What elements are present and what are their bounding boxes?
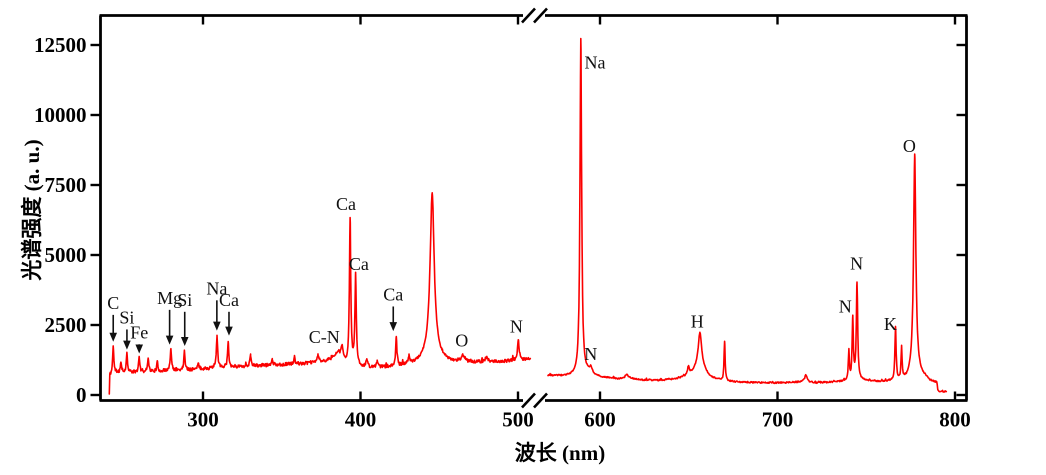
y-tick-label-5000: 5000 xyxy=(45,243,87,267)
y-tick-label-12500: 12500 xyxy=(34,33,87,57)
peak-label-Si-4: Si xyxy=(177,290,192,310)
x-tick-label-300: 300 xyxy=(187,408,219,432)
spectrum-line-left xyxy=(108,192,532,395)
peak-label-Ca-9: Ca xyxy=(349,254,369,274)
y-tick-label-0: 0 xyxy=(76,383,87,407)
axis-break-marks xyxy=(521,7,548,409)
peak-label-O-11: O xyxy=(455,331,468,351)
peak-label-N-17: N xyxy=(850,254,863,274)
axis-ticks xyxy=(90,16,966,400)
axis-box xyxy=(99,14,968,402)
x-tick-label-600: 600 xyxy=(584,408,616,432)
peak-label-C-0: C xyxy=(107,293,119,313)
peak-arrowhead-Ca-10 xyxy=(389,322,398,332)
peak-label-Ca-8: Ca xyxy=(336,194,356,214)
y-tick-label-10000: 10000 xyxy=(34,103,87,127)
y-tick-label-7500: 7500 xyxy=(45,173,87,197)
peak-label-O-19: O xyxy=(903,136,916,156)
peak-arrowhead-Fe-2 xyxy=(135,344,144,354)
tick-labels: 300 400 500 600 700 800 0 2500 5000 7500 10000 1250… xyxy=(34,33,971,432)
x-tick-label-400: 400 xyxy=(345,408,377,432)
peak-arrowhead-Na-5 xyxy=(213,321,221,331)
spectrum-line-right xyxy=(547,37,948,393)
peak-arrowhead-Si-4 xyxy=(180,337,189,346)
peak-arrowhead-C-0 xyxy=(109,332,118,342)
peak-label-N-14: N xyxy=(584,344,597,364)
x-tick-label-700: 700 xyxy=(762,408,794,432)
peak-label-Si-1: Si xyxy=(119,307,134,327)
peak-label-N-16: N xyxy=(839,297,852,317)
peak-label-N-12: N xyxy=(510,317,523,337)
peak-label-C-N-7: C-N xyxy=(309,327,340,347)
y-axis-title: 光谱强度 (a. u.) xyxy=(20,139,44,281)
x-tick-label-800: 800 xyxy=(939,408,971,432)
peak-label-Fe-2: Fe xyxy=(130,322,148,342)
peak-arrowhead-Si-1 xyxy=(123,340,131,350)
y-tick-label-2500: 2500 xyxy=(45,313,87,337)
peak-label-K-18: K xyxy=(884,314,897,334)
peak-label-Ca-10: Ca xyxy=(383,284,403,304)
peak-arrowhead-Mg-3 xyxy=(165,335,174,345)
peak-label-Na-13: Na xyxy=(585,53,606,73)
peak-label-Na-5: Na xyxy=(206,278,227,298)
peak-arrowhead-Ca-6 xyxy=(225,326,233,336)
peak-label-Ca-6: Ca xyxy=(219,290,239,310)
x-axis-title: 波长 (nm) xyxy=(514,441,606,465)
peak-label-H-15: H xyxy=(691,312,704,332)
x-tick-label-500: 500 xyxy=(502,408,534,432)
peak-label-Mg-3: Mg xyxy=(157,288,182,308)
